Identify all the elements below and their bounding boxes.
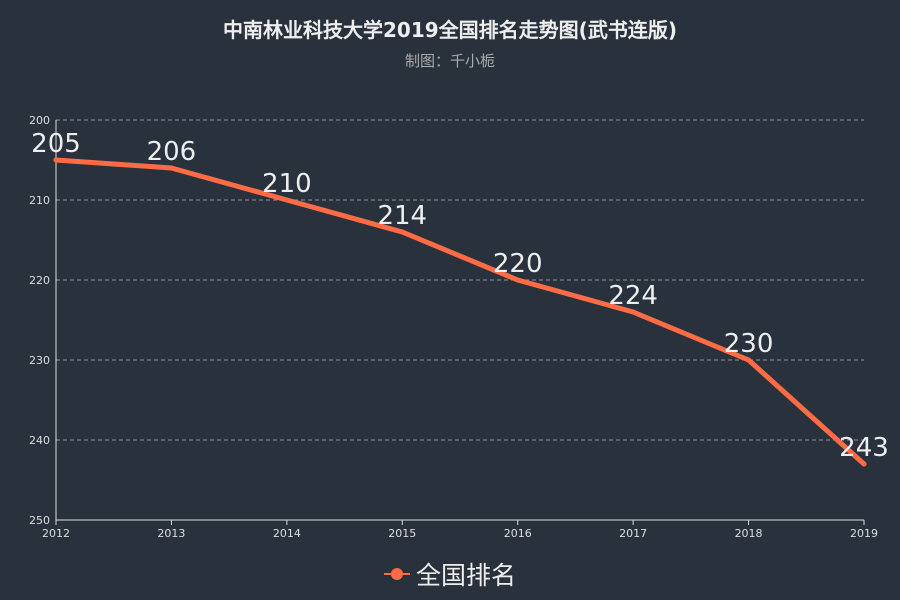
data-label: 210 [262,169,312,199]
data-point [746,357,752,363]
legend-label: 全国排名 [415,561,516,590]
chart-title: 中南林业科技大学2019全国排名走势图(武书连版) [223,18,677,42]
data-point [399,229,405,235]
legend[interactable]: 全国排名 [0,556,900,592]
data-point [168,165,174,171]
y-tick-label: 220 [29,274,50,287]
x-tick-label: 2013 [157,527,185,540]
y-tick-label: 250 [29,514,50,527]
y-tick-label: 210 [29,194,50,207]
data-point [53,157,59,163]
series-line [53,157,867,467]
x-tick-label: 2019 [850,527,878,540]
y-tick-label: 240 [29,434,50,447]
data-point [515,277,521,283]
y-tick-label: 200 [29,114,50,127]
x-tick-label: 2017 [619,527,647,540]
data-label: 243 [839,433,889,463]
data-label: 220 [493,249,543,279]
data-label: 214 [377,201,427,231]
data-label: 206 [147,137,197,167]
data-point [284,197,290,203]
data-point [861,461,867,467]
legend-line-marker-icon [383,567,410,581]
x-tick-label: 2018 [735,527,763,540]
x-tick-label: 2012 [42,527,70,540]
data-label: 230 [724,329,774,359]
data-point [630,309,636,315]
data-label: 205 [31,129,81,159]
x-tick-label: 2015 [388,527,416,540]
x-tick-label: 2014 [273,527,301,540]
y-tick-label: 230 [29,354,50,367]
legend-marker-dot [390,568,403,580]
x-tick-label: 2016 [504,527,532,540]
data-label: 224 [608,281,658,311]
chart-subtitle: 制图：千小栀 [404,52,495,70]
